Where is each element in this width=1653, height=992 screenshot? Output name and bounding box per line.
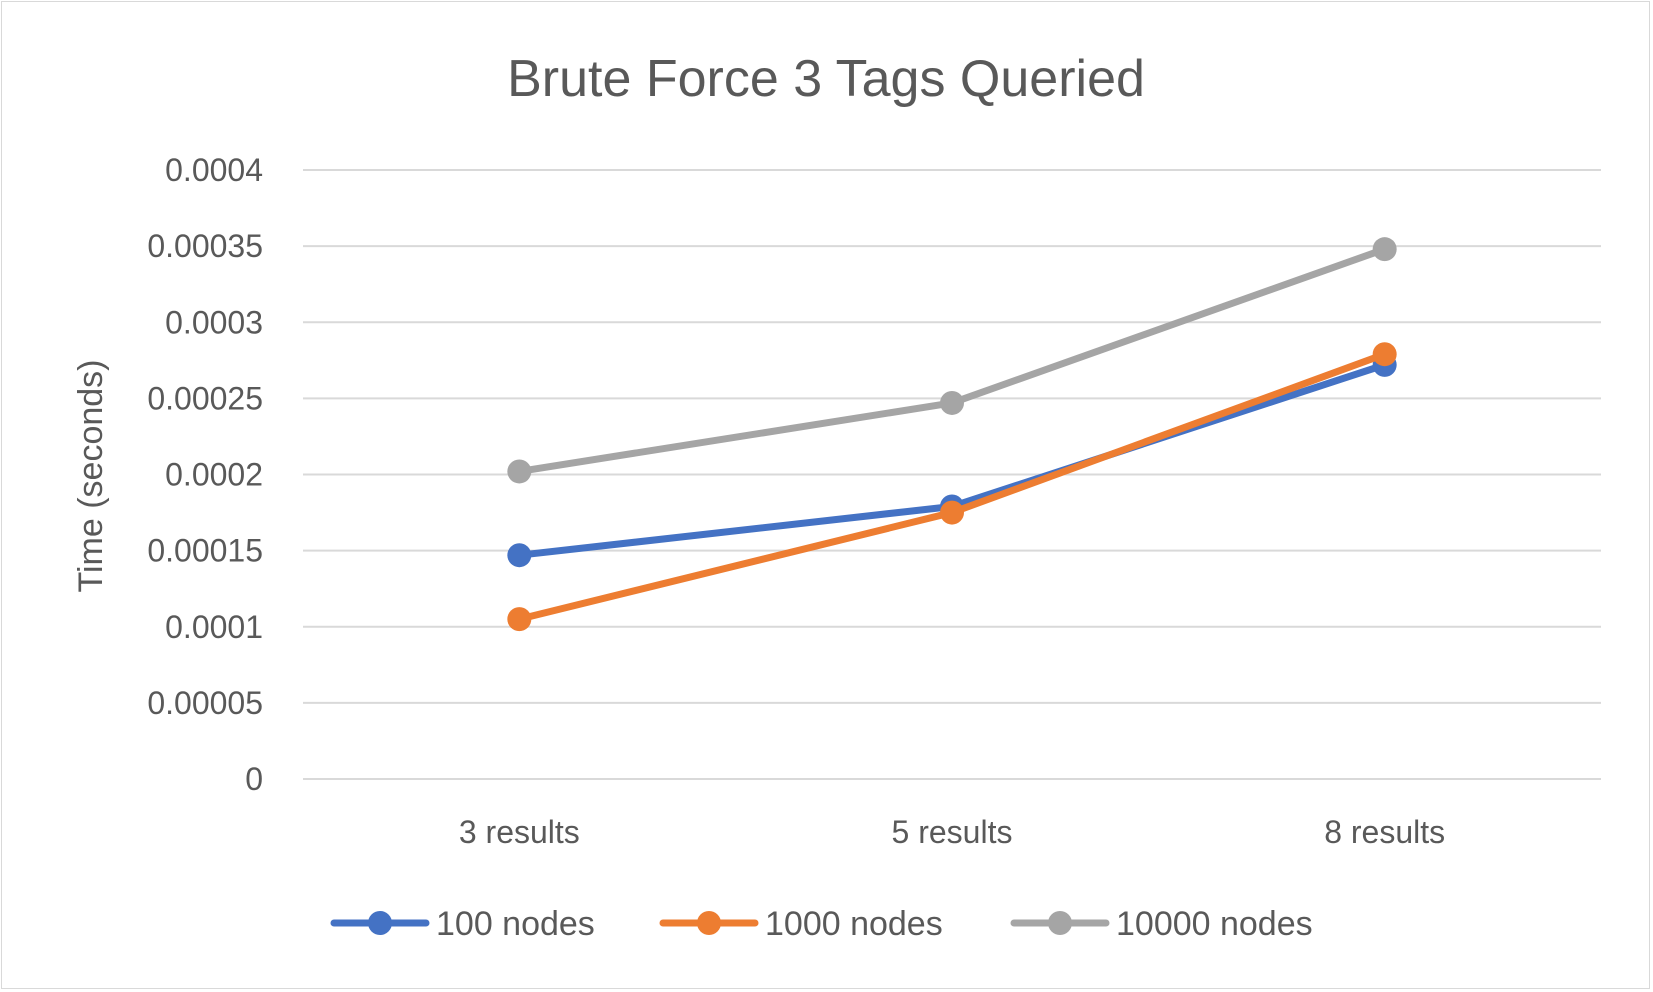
series-100-nodes xyxy=(507,352,1397,568)
y-tick-label: 0.0004 xyxy=(165,152,263,188)
legend-label: 10000 nodes xyxy=(1116,905,1313,943)
x-tick-label: 3 results xyxy=(459,814,580,850)
y-tick-label: 0 xyxy=(245,761,263,797)
legend-item: 1000 nodes xyxy=(659,905,943,943)
data-point xyxy=(507,607,532,632)
y-tick-label: 0.0002 xyxy=(165,457,263,493)
x-tick-label: 5 results xyxy=(892,814,1013,850)
series-line xyxy=(515,245,1389,475)
legend-swatch-marker xyxy=(1048,911,1072,935)
series-1000-nodes xyxy=(507,342,1397,632)
data-point xyxy=(507,459,532,484)
y-tick-label: 0.00035 xyxy=(147,228,263,264)
legend: 100 nodes 1000 nodes 10000 nodes xyxy=(330,905,1313,943)
y-tick-label: 0.0003 xyxy=(165,304,263,340)
y-tick-label: 0.00015 xyxy=(147,533,263,569)
y-tick-label: 0.0001 xyxy=(165,609,263,645)
data-point xyxy=(1372,342,1397,367)
chart-title: Brute Force 3 Tags Queried xyxy=(507,50,1145,108)
legend-item: 100 nodes xyxy=(330,905,595,943)
legend-swatch-marker xyxy=(697,911,721,935)
data-point xyxy=(1372,237,1397,262)
y-tick-labels: 0 0.00005 0.0001 0.00015 0.0002 0.00025 0.0003… xyxy=(147,152,263,797)
legend-label: 1000 nodes xyxy=(765,905,943,943)
y-axis-title: Time (seconds) xyxy=(72,359,110,592)
legend-swatch-marker xyxy=(368,911,392,935)
series-10000-nodes xyxy=(507,237,1397,484)
y-tick-label: 0.00025 xyxy=(147,380,263,416)
x-tick-label: 8 results xyxy=(1324,814,1445,850)
x-tick-labels: 3 results 5 results 8 results xyxy=(459,814,1445,850)
data-point xyxy=(940,500,964,525)
data-point xyxy=(507,543,532,568)
series-lines xyxy=(507,237,1397,632)
legend-label: 100 nodes xyxy=(436,905,595,943)
legend-item: 10000 nodes xyxy=(1010,905,1313,943)
gridlines xyxy=(303,169,1601,780)
data-point xyxy=(940,390,964,415)
y-tick-label: 0.00005 xyxy=(147,685,263,721)
